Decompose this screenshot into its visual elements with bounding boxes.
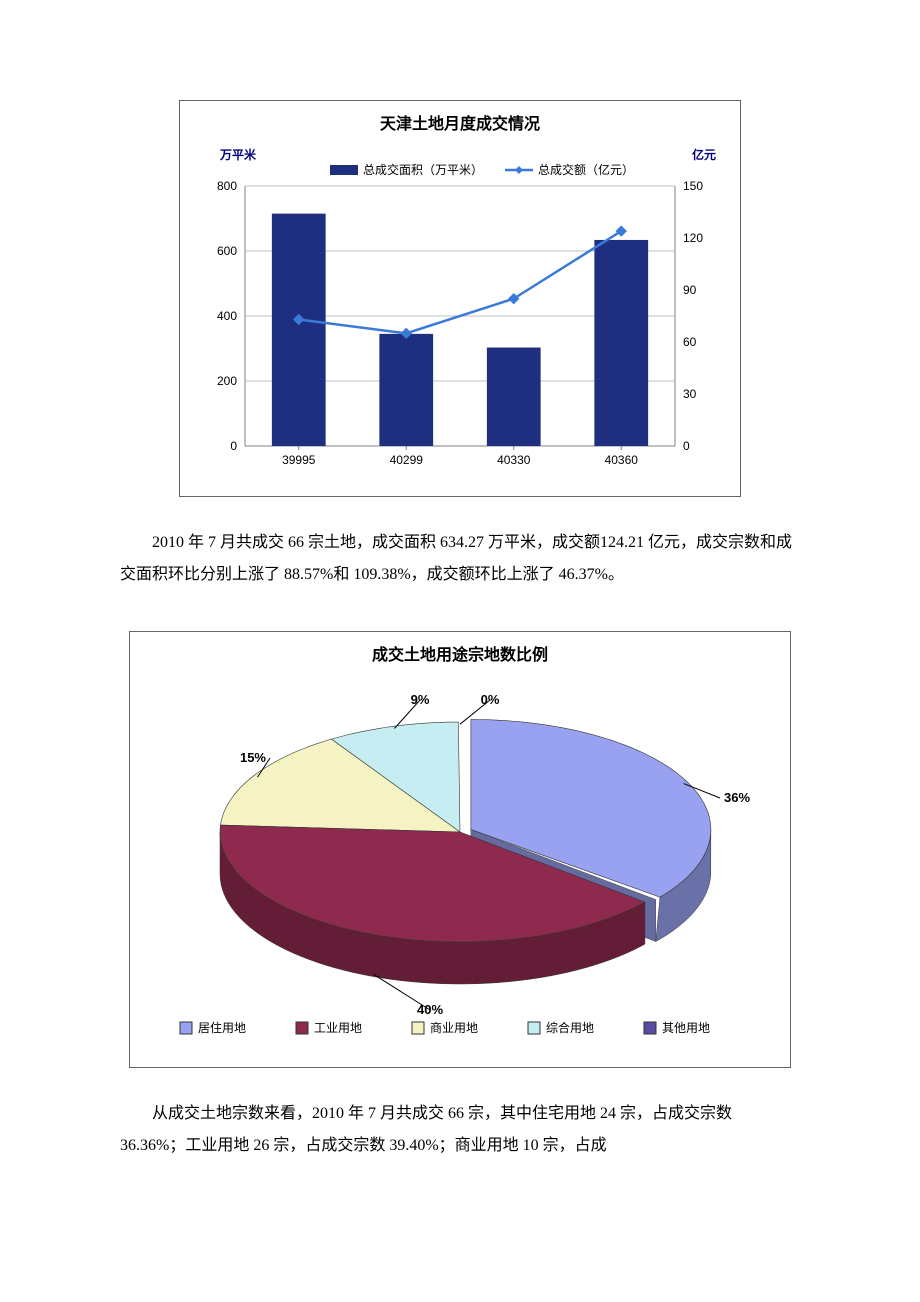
svg-text:0: 0 [230, 439, 237, 453]
svg-text:800: 800 [217, 179, 237, 193]
svg-text:600: 600 [217, 244, 237, 258]
svg-text:总成交额（亿元）: 总成交额（亿元） [538, 162, 634, 177]
svg-text:39995: 39995 [282, 453, 316, 467]
svg-text:40299: 40299 [390, 453, 424, 467]
svg-text:天津土地月度成交情况: 天津土地月度成交情况 [380, 114, 540, 133]
svg-text:工业用地: 工业用地 [314, 1021, 362, 1035]
svg-text:成交土地用途宗地数比例: 成交土地用途宗地数比例 [372, 645, 548, 664]
svg-text:0%: 0% [481, 692, 500, 707]
pie-chart-svg: 成交土地用途宗地数比例 36% 40% 15% 9% 0% 居住用地 工业用地 商业用地 综合用地… [130, 632, 790, 1062]
svg-text:40330: 40330 [497, 453, 531, 467]
paragraph-1: 2010 年 7 月共成交 66 宗土地，成交面积 634.27 万平米，成交额… [120, 527, 800, 591]
svg-text:150: 150 [683, 179, 703, 193]
svg-text:90: 90 [683, 283, 697, 297]
svg-text:9%: 9% [411, 692, 430, 707]
svg-text:120: 120 [683, 231, 703, 245]
svg-text:36%: 36% [724, 790, 750, 805]
svg-text:60: 60 [683, 335, 697, 349]
svg-text:40%: 40% [417, 1002, 443, 1017]
svg-text:总成交面积（万平米）: 总成交面积（万平米） [363, 162, 483, 177]
land-use-pie-chart: 成交土地用途宗地数比例 36% 40% 15% 9% 0% 居住用地 工业用地 商业用地 综合用地… [129, 631, 791, 1068]
svg-text:30: 30 [683, 387, 697, 401]
svg-text:0: 0 [683, 439, 690, 453]
svg-text:居住用地: 居住用地 [198, 1021, 246, 1035]
svg-text:商业用地: 商业用地 [430, 1020, 478, 1035]
document-page: 天津土地月度成交情况万平米 亿元 0 200 400 600 800 0 30 60 90 120 15… [0, 0, 920, 1222]
monthly-transaction-chart: 天津土地月度成交情况万平米 亿元 0 200 400 600 800 0 30 60 90 120 15… [179, 100, 741, 497]
svg-text:综合用地: 综合用地 [546, 1020, 594, 1035]
svg-text:其他用地: 其他用地 [662, 1021, 710, 1035]
svg-text:40360: 40360 [605, 453, 639, 467]
svg-text:15%: 15% [240, 750, 266, 765]
svg-text:200: 200 [217, 374, 237, 388]
svg-text:400: 400 [217, 309, 237, 323]
svg-text:万平米: 万平米 [219, 147, 257, 162]
svg-text:亿元: 亿元 [692, 147, 716, 162]
paragraph-2: 从成交土地宗数来看，2010 年 7 月共成交 66 宗，其中住宅用地 24 宗… [120, 1098, 800, 1162]
bar-line-chart-svg: 天津土地月度成交情况万平米 亿元 0 200 400 600 800 0 30 60 90 120 15… [180, 101, 740, 491]
